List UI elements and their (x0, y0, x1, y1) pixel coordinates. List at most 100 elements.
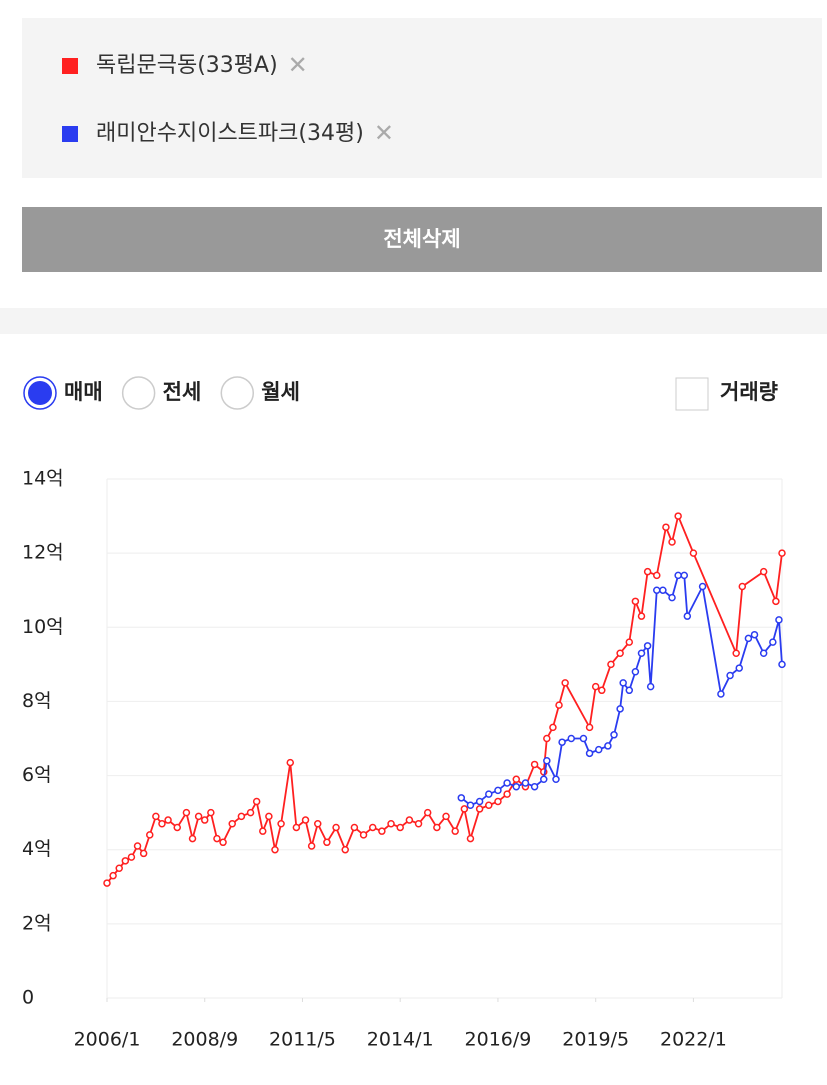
y-tick-label: 2억 (22, 912, 52, 934)
data-point (396, 823, 404, 832)
data-point (127, 853, 136, 861)
data-point (775, 616, 783, 624)
y-tick-label: 6억 (22, 764, 52, 786)
data-point (332, 823, 340, 832)
data-point (121, 857, 130, 865)
data-point (735, 664, 743, 672)
data-point (271, 845, 279, 854)
data-point (207, 808, 215, 817)
data-point (301, 816, 310, 824)
data-point (103, 879, 111, 887)
data-point (228, 820, 236, 828)
y-tick-label: 12억 (22, 542, 64, 564)
data-point (750, 630, 759, 639)
data-point (350, 823, 359, 832)
data-point (475, 797, 484, 806)
data-point (521, 779, 530, 787)
data-point (698, 582, 707, 591)
data-point (668, 593, 676, 602)
data-point (778, 660, 786, 669)
data-point (625, 638, 634, 646)
data-point (646, 682, 655, 691)
checkbox-label[interactable]: 거래량 (720, 380, 778, 404)
data-point (259, 827, 267, 835)
data-point (778, 549, 786, 557)
data-point (631, 597, 640, 606)
data-point (643, 567, 652, 576)
data-point (252, 797, 261, 806)
data-point (460, 805, 469, 813)
data-point (540, 775, 548, 784)
y-tick-label: 14억 (22, 468, 64, 490)
data-point (109, 871, 117, 880)
data-point (359, 831, 368, 839)
data-point (552, 775, 560, 784)
data-point (543, 756, 551, 765)
radio-label[interactable]: 전세 (163, 380, 202, 404)
x-tick-label: 2006/1 (74, 1029, 141, 1051)
button-label[interactable]: 전체삭제 (383, 227, 460, 251)
data-point (610, 731, 618, 739)
data-point (631, 668, 640, 676)
data-point (485, 801, 493, 809)
data-point (594, 745, 603, 754)
data-point (567, 734, 576, 743)
data-point (475, 805, 484, 813)
checkbox[interactable] (675, 377, 709, 411)
radio-label[interactable]: 월세 (261, 380, 300, 404)
data-point (200, 816, 209, 824)
data-point (152, 812, 160, 821)
data-point (683, 612, 692, 620)
data-point (194, 812, 203, 821)
data-point (759, 567, 768, 576)
data-point (662, 523, 670, 531)
data-point (188, 834, 197, 843)
remove-icon[interactable]: ✕ (288, 51, 308, 79)
data-point (637, 612, 646, 620)
data-point (668, 538, 676, 546)
separator (0, 308, 827, 334)
remove-icon[interactable]: ✕ (374, 119, 394, 147)
radio[interactable] (220, 376, 255, 410)
radio-label[interactable]: 매매 (64, 380, 103, 404)
radio-dot[interactable] (28, 381, 52, 405)
data-point (512, 775, 521, 784)
data-point (265, 812, 273, 821)
y-tick-label: 10억 (22, 616, 64, 638)
x-tick-label: 2008/9 (171, 1029, 238, 1051)
data-point (619, 679, 627, 687)
data-point (457, 794, 466, 802)
data-point (277, 820, 285, 828)
data-point (237, 812, 246, 821)
legend-label: 래미안수지이스트파크(34평) (96, 121, 364, 146)
data-point (585, 749, 594, 758)
data-point (512, 782, 521, 791)
data-point (405, 816, 414, 824)
data-point (653, 586, 661, 594)
data-point (164, 816, 172, 824)
data-point (674, 571, 682, 580)
data-point (494, 786, 502, 795)
x-tick-label: 2014/1 (367, 1029, 434, 1051)
data-point (466, 834, 475, 843)
data-point (726, 671, 734, 680)
data-point (744, 634, 753, 643)
legend-label: 독립문극동(33평A) (96, 53, 278, 78)
data-point (313, 820, 322, 828)
data-point (246, 808, 255, 817)
data-point (561, 679, 569, 687)
data-point (503, 779, 511, 787)
data-point (466, 801, 475, 809)
data-point (738, 582, 747, 591)
data-point (543, 734, 551, 743)
data-point (717, 690, 725, 698)
data-point (414, 820, 423, 828)
x-tick-label: 2016/9 (465, 1029, 532, 1051)
radio[interactable] (121, 376, 156, 410)
data-point (625, 686, 634, 695)
delete-all-button[interactable] (22, 207, 822, 272)
data-point (341, 845, 349, 854)
data-point (616, 705, 624, 713)
